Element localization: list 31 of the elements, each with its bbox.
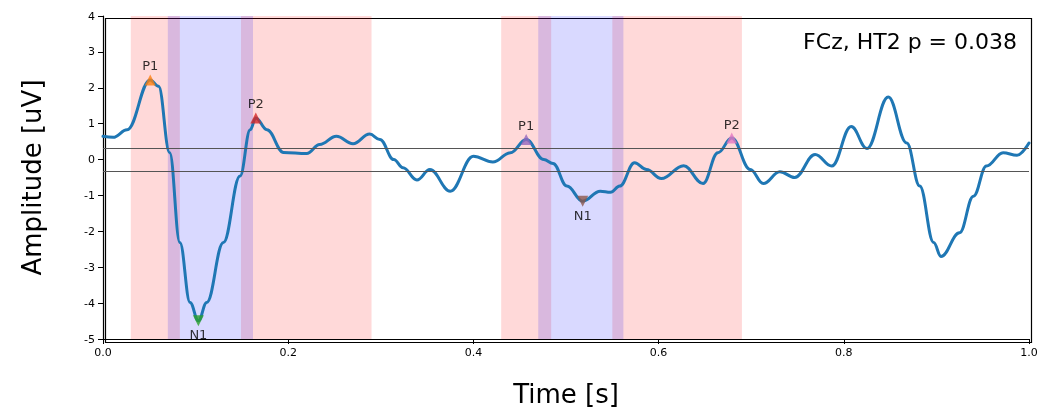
y-tick-label: -5 [84,332,95,346]
y-tick-label: 3 [88,45,95,59]
x-tick-label: 0.4 [464,346,483,359]
series-label: P1 [142,58,159,74]
series-label: N1 [573,207,592,223]
y-tick-label: 0 [88,153,95,167]
y-tick-label: -2 [84,224,95,238]
x-axis-title: Time [s] [512,379,619,409]
point [250,112,262,124]
y-tick-label: 2 [88,81,95,95]
series-label: P1 [518,117,535,133]
y-tick-label: -3 [84,260,95,274]
series-label: P2 [247,96,264,112]
point [144,74,156,86]
point [192,315,204,327]
point [577,195,589,207]
annotation: FCz, HT2 p = 0.038 [803,28,1017,54]
point [726,132,738,144]
x-tick-label: 0.6 [649,346,668,359]
series-label: P2 [723,116,740,132]
x-tick-label: 0.8 [835,346,853,359]
y-axis-title: Amplitude [uV] [17,79,47,276]
y-tick-label: 4 [88,9,95,23]
y-tick-label: -1 [84,188,95,202]
y-tick-label: 1 [88,117,95,131]
x-tick-label: 0.2 [279,346,297,359]
x-tick-label: 0.0 [94,346,112,359]
x-tick-label: 1.0 [1020,346,1038,359]
y-tick-label: -4 [84,296,95,310]
series-label: N1 [189,327,208,343]
point [520,133,532,145]
